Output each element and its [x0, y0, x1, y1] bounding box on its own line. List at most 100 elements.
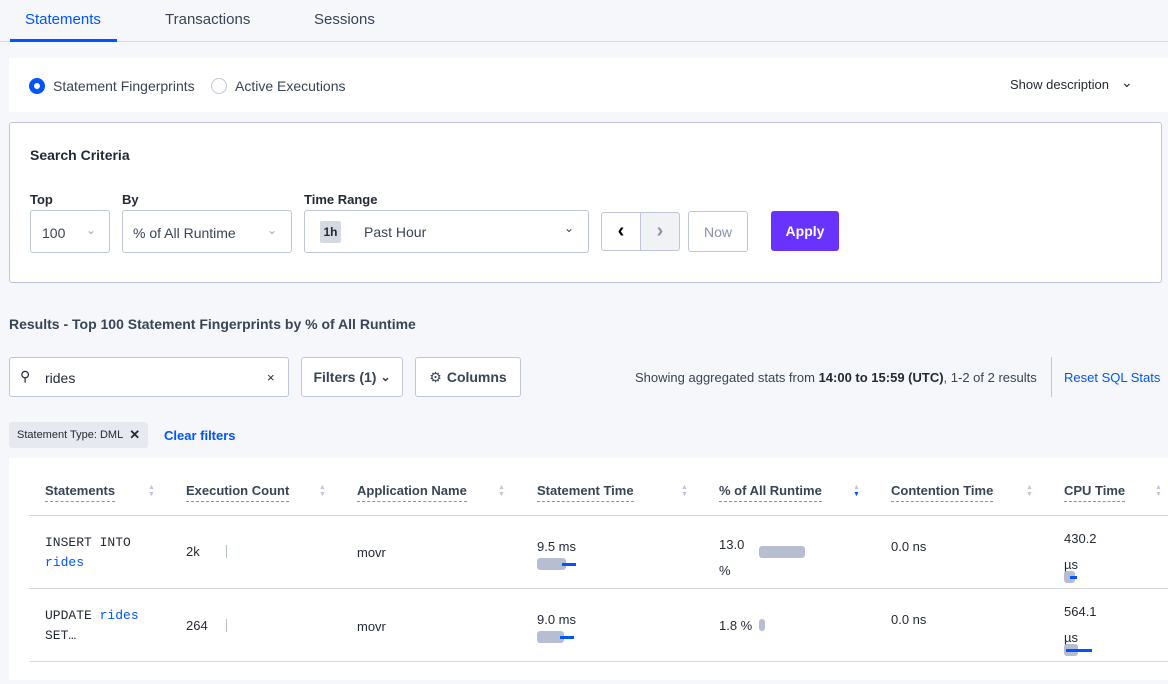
tab-transactions[interactable]: Transactions: [165, 11, 251, 28]
pct-runtime-bar: [759, 546, 805, 558]
sort-icon[interactable]: ▲ ▼: [319, 484, 326, 498]
chevron-right-icon: ›: [656, 220, 664, 242]
execution-count: 264: [186, 618, 208, 633]
statement-link[interactable]: INSERT INTO rides: [45, 533, 131, 573]
statement-link[interactable]: UPDATE rides SET…: [45, 606, 139, 646]
top-label: Top: [30, 192, 53, 207]
statement-time-bar: [537, 631, 564, 643]
chevron-down-icon: ⌄: [564, 221, 575, 235]
search-input[interactable]: ⚲ rides ×: [9, 357, 289, 397]
contention-time: 0.0 ns: [891, 612, 927, 627]
search-icon: ⚲: [20, 368, 31, 384]
header-divider: [29, 515, 1168, 516]
sort-icon[interactable]: ▲ ▼: [148, 484, 155, 498]
radio-active-executions[interactable]: [211, 78, 227, 94]
summary-prefix: Showing aggregated stats from: [635, 370, 819, 385]
row-divider: [29, 661, 1168, 662]
time-range-value: Past Hour: [364, 224, 427, 240]
cpu-time-deviation: [1066, 649, 1092, 652]
top-select[interactable]: 100 ⌄: [30, 210, 110, 253]
by-select[interactable]: % of All Runtime ⌄: [122, 210, 292, 253]
time-range-badge: 1h: [320, 221, 341, 243]
gear-icon: ⚙: [429, 368, 442, 385]
execution-count-bar: [226, 545, 227, 558]
by-label: By: [122, 192, 139, 207]
statement-text: INSERT INTO: [45, 535, 131, 550]
active-tab-indicator: [10, 39, 117, 42]
filter-chip: Statement Type: DML ✕: [9, 422, 149, 448]
columns-button[interactable]: ⚙ Columns: [415, 357, 521, 397]
chevron-down-icon: ⌄: [1121, 74, 1133, 90]
radio-label-active[interactable]: Active Executions: [235, 78, 346, 94]
divider: [1051, 357, 1052, 397]
clear-filters-link[interactable]: Clear filters: [164, 428, 236, 443]
filters-button[interactable]: Filters (1) ⌄: [301, 357, 403, 397]
column-header-cpu-time[interactable]: CPU Time: [1064, 483, 1126, 502]
aggregated-stats-summary: Showing aggregated stats from 14:00 to 1…: [635, 370, 1037, 385]
top-value: 100: [42, 225, 66, 241]
statement-time-deviation: [562, 563, 576, 566]
columns-label: Columns: [446, 369, 507, 385]
application-name: movr: [357, 545, 386, 560]
statement-time: 9.0 ms: [537, 612, 577, 627]
column-header-statement-time[interactable]: Statement Time: [537, 483, 634, 502]
tab-sessions[interactable]: Sessions: [314, 11, 375, 28]
apply-button[interactable]: Apply: [771, 211, 839, 251]
sort-icon[interactable]: ▲ ▼: [1026, 484, 1033, 498]
sort-descending-icon[interactable]: ▲ ▼: [853, 484, 860, 498]
sort-icon[interactable]: ▲ ▼: [1155, 484, 1162, 498]
statement-time-deviation: [560, 636, 574, 639]
sort-icon[interactable]: ▲ ▼: [681, 484, 688, 498]
chevron-left-icon: ‹: [617, 220, 625, 242]
radio-label-fingerprints[interactable]: Statement Fingerprints: [53, 78, 195, 94]
chevron-down-icon: ⌄: [86, 223, 97, 237]
execution-count: 2k: [186, 544, 200, 559]
cpu-time: 430.2 µs: [1064, 531, 1097, 572]
column-header-contention-time[interactable]: Contention Time: [891, 483, 994, 502]
search-criteria-panel: Search Criteria Top By Time Range: [9, 122, 1162, 283]
statement-time: 9.5 ms: [537, 539, 577, 554]
time-range-select[interactable]: 1h Past Hour ⌄: [304, 210, 589, 253]
pct-runtime: 13.0 %: [719, 537, 745, 578]
search-value: rides: [45, 370, 76, 386]
radio-statement-fingerprints[interactable]: [29, 78, 45, 94]
chevron-down-icon: ⌄: [380, 370, 391, 384]
statement-time-bar: [537, 558, 566, 570]
pct-runtime: 1.8 %: [719, 618, 753, 633]
statement-table-name: rides: [45, 555, 85, 570]
results-heading: Results - Top 100 Statement Fingerprints…: [9, 316, 416, 332]
reset-sql-stats-link[interactable]: Reset SQL Stats: [1064, 370, 1161, 385]
statement-text-rest: SET…: [45, 628, 77, 643]
filters-label: Filters (1): [313, 369, 377, 385]
application-name: movr: [357, 619, 386, 634]
show-description-toggle[interactable]: Show description: [1010, 77, 1109, 92]
chevron-down-icon: ⌄: [267, 223, 278, 237]
close-icon[interactable]: ✕: [129, 427, 141, 442]
search-criteria-title: Search Criteria: [30, 147, 130, 163]
tab-statements[interactable]: Statements: [25, 11, 101, 28]
pct-runtime-bar: [759, 619, 765, 631]
time-range-label: Time Range: [304, 192, 378, 207]
column-header-pct-runtime[interactable]: % of All Runtime: [719, 483, 822, 502]
summary-range: 14:00 to 15:59 (UTC): [818, 370, 944, 385]
view-toggle-panel: Statement Fingerprints Active Executions…: [9, 58, 1168, 112]
filter-chip-label: Statement Type: DML: [17, 429, 124, 441]
statements-table: [9, 458, 1168, 680]
now-button[interactable]: Now: [688, 211, 748, 252]
tab-bar: Statements Transactions Sessions: [0, 0, 1168, 42]
column-header-execution-count[interactable]: Execution Count: [186, 483, 290, 502]
contention-time: 0.0 ns: [891, 539, 927, 554]
row-divider: [29, 588, 1168, 589]
clear-search-icon[interactable]: ×: [267, 370, 275, 385]
next-time-button[interactable]: ›: [640, 212, 680, 251]
statement-text: UPDATE: [45, 608, 100, 623]
sort-icon[interactable]: ▲ ▼: [498, 484, 505, 498]
previous-time-button[interactable]: ‹: [601, 212, 641, 251]
statement-table-name: rides: [99, 608, 139, 623]
column-header-statements[interactable]: Statements: [45, 483, 116, 502]
by-value: % of All Runtime: [133, 225, 236, 241]
column-header-application-name[interactable]: Application Name: [357, 483, 467, 502]
cpu-time-deviation: [1070, 576, 1077, 579]
execution-count-bar: [226, 619, 227, 632]
cpu-time: 564.1 µs: [1064, 604, 1097, 645]
